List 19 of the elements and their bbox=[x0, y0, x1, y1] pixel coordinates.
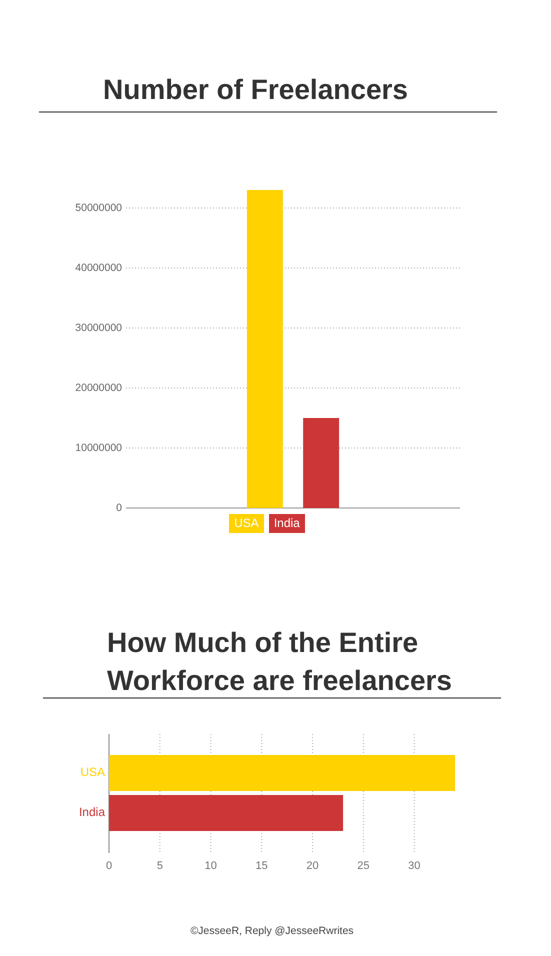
y-tick-label: 50000000 bbox=[75, 202, 122, 214]
x-tick-label: 30 bbox=[408, 860, 420, 872]
x-tick-label: 5 bbox=[156, 860, 163, 872]
chart-title: Number of Freelancers bbox=[103, 74, 408, 105]
y-tick-label: USA bbox=[80, 765, 105, 780]
y-tick-label: India bbox=[78, 805, 106, 820]
x-tick-label: 15 bbox=[256, 860, 268, 872]
text: ©JesseeR, Reply @JesseeRwrites bbox=[190, 925, 354, 937]
x-tick-label: 20 bbox=[306, 860, 319, 872]
x-tick-label: 25 bbox=[357, 860, 370, 872]
chart-title: How Much of the Entire Workforce are freelancers bbox=[107, 627, 452, 696]
legend-label: USA bbox=[234, 516, 259, 530]
legend-label: India bbox=[274, 516, 300, 530]
y-tick-label: 40000000 bbox=[75, 262, 122, 274]
x-tick-label: 10 bbox=[204, 860, 217, 872]
y-tick-label: 30000000 bbox=[75, 322, 122, 334]
y-tick-label: 0 bbox=[116, 502, 122, 514]
y-tick-label: 20000000 bbox=[75, 382, 122, 394]
y-tick-label: 10000000 bbox=[75, 442, 122, 454]
